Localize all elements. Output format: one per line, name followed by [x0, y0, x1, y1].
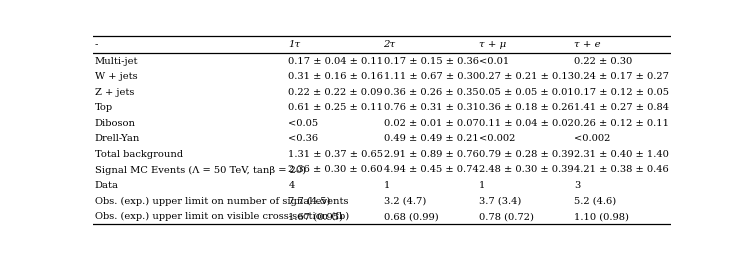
- Text: 0.76 ± 0.31 ± 0.31: 0.76 ± 0.31 ± 0.31: [384, 103, 478, 112]
- Text: Total background: Total background: [95, 150, 183, 159]
- Text: 1: 1: [384, 181, 390, 190]
- Text: Data: Data: [95, 181, 119, 190]
- Text: 0.61 ± 0.25 ± 0.11: 0.61 ± 0.25 ± 0.11: [288, 103, 383, 112]
- Text: W + jets: W + jets: [95, 72, 138, 81]
- Text: 1: 1: [479, 181, 485, 190]
- Text: Obs. (exp.) upper limit on number of signal events: Obs. (exp.) upper limit on number of sig…: [95, 197, 349, 206]
- Text: 2.48 ± 0.30 ± 0.39: 2.48 ± 0.30 ± 0.39: [479, 165, 574, 174]
- Text: 0.22 ± 0.30: 0.22 ± 0.30: [574, 57, 633, 66]
- Text: 0.24 ± 0.17 ± 0.27: 0.24 ± 0.17 ± 0.27: [574, 72, 669, 81]
- Text: 0.68 (0.99): 0.68 (0.99): [384, 212, 438, 221]
- Text: 5.2 (4.6): 5.2 (4.6): [574, 197, 616, 205]
- Text: 0.17 ± 0.04 ± 0.11: 0.17 ± 0.04 ± 0.11: [288, 57, 384, 66]
- Text: <0.05: <0.05: [288, 119, 318, 128]
- Text: 0.17 ± 0.15 ± 0.36: 0.17 ± 0.15 ± 0.36: [384, 57, 478, 66]
- Text: 3.7 (3.4): 3.7 (3.4): [479, 197, 522, 205]
- Text: τ + μ: τ + μ: [479, 40, 506, 49]
- Text: 4.94 ± 0.45 ± 0.74: 4.94 ± 0.45 ± 0.74: [384, 165, 478, 174]
- Text: -: -: [95, 40, 98, 49]
- Text: 0.36 ± 0.18 ± 0.26: 0.36 ± 0.18 ± 0.26: [479, 103, 574, 112]
- Text: Diboson: Diboson: [95, 119, 136, 128]
- Text: 2.91 ± 0.89 ± 0.76: 2.91 ± 0.89 ± 0.76: [384, 150, 478, 159]
- Text: Top: Top: [95, 103, 113, 112]
- Text: 0.79 ± 0.28 ± 0.39: 0.79 ± 0.28 ± 0.39: [479, 150, 574, 159]
- Text: 1.41 ± 0.27 ± 0.84: 1.41 ± 0.27 ± 0.84: [574, 103, 669, 112]
- Text: 2.31 ± 0.40 ± 1.40: 2.31 ± 0.40 ± 1.40: [574, 150, 669, 159]
- Text: 3: 3: [574, 181, 580, 190]
- Text: 0.17 ± 0.12 ± 0.05: 0.17 ± 0.12 ± 0.05: [574, 88, 669, 97]
- Text: <0.36: <0.36: [288, 134, 318, 143]
- Text: 1.67 (0.95): 1.67 (0.95): [288, 212, 343, 221]
- Text: 0.11 ± 0.04 ± 0.02: 0.11 ± 0.04 ± 0.02: [479, 119, 574, 128]
- Text: 1.10 (0.98): 1.10 (0.98): [574, 212, 629, 221]
- Text: 0.05 ± 0.05 ± 0.01: 0.05 ± 0.05 ± 0.01: [479, 88, 574, 97]
- Text: 0.02 ± 0.01 ± 0.07: 0.02 ± 0.01 ± 0.07: [384, 119, 478, 128]
- Text: <0.002: <0.002: [574, 134, 610, 143]
- Text: 4: 4: [288, 181, 294, 190]
- Text: τ + e: τ + e: [574, 40, 600, 49]
- Text: 0.36 ± 0.26 ± 0.35: 0.36 ± 0.26 ± 0.35: [384, 88, 478, 97]
- Text: Multi-jet: Multi-jet: [95, 57, 139, 66]
- Text: 1.11 ± 0.67 ± 0.30: 1.11 ± 0.67 ± 0.30: [384, 72, 479, 81]
- Text: 0.31 ± 0.16 ± 0.16: 0.31 ± 0.16 ± 0.16: [288, 72, 383, 81]
- Text: 2.36 ± 0.30 ± 0.60: 2.36 ± 0.30 ± 0.60: [288, 165, 383, 174]
- Text: Signal MC Events (Λ = 50 TeV, tanβ = 20): Signal MC Events (Λ = 50 TeV, tanβ = 20): [95, 165, 306, 174]
- Text: 0.27 ± 0.21 ± 0.13: 0.27 ± 0.21 ± 0.13: [479, 72, 574, 81]
- Text: 0.49 ± 0.49 ± 0.21: 0.49 ± 0.49 ± 0.21: [384, 134, 478, 143]
- Text: <0.01: <0.01: [479, 57, 509, 66]
- Text: 1.31 ± 0.37 ± 0.65: 1.31 ± 0.37 ± 0.65: [288, 150, 383, 159]
- Text: <0.002: <0.002: [479, 134, 516, 143]
- Text: 0.22 ± 0.22 ± 0.09: 0.22 ± 0.22 ± 0.09: [288, 88, 383, 97]
- Text: Drell-Yan: Drell-Yan: [95, 134, 140, 143]
- Text: 7.7 (4.5): 7.7 (4.5): [288, 197, 331, 205]
- Text: 4.21 ± 0.38 ± 0.46: 4.21 ± 0.38 ± 0.46: [574, 165, 669, 174]
- Text: Obs. (exp.) upper limit on visible cross-section (fb): Obs. (exp.) upper limit on visible cross…: [95, 212, 349, 221]
- Text: Z + jets: Z + jets: [95, 88, 134, 97]
- Text: 1τ: 1τ: [288, 40, 300, 49]
- Text: 2τ: 2τ: [384, 40, 396, 49]
- Text: 0.78 (0.72): 0.78 (0.72): [479, 212, 534, 221]
- Text: 3.2 (4.7): 3.2 (4.7): [384, 197, 426, 205]
- Text: 0.26 ± 0.12 ± 0.11: 0.26 ± 0.12 ± 0.11: [574, 119, 669, 128]
